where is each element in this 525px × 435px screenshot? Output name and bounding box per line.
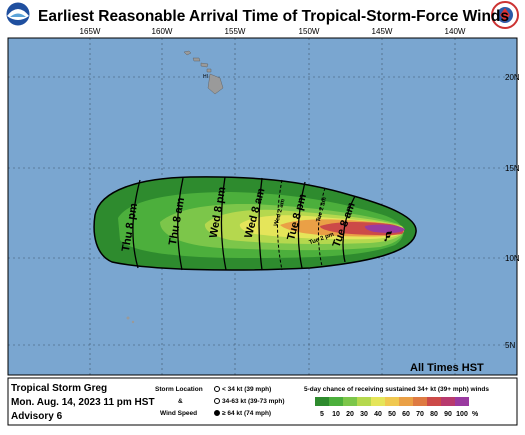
legend-speed: Wind Speed	[160, 410, 197, 417]
scale-swatch	[413, 397, 427, 406]
legend-weak: < 34 kt (39 mph)	[222, 386, 271, 393]
scale-swatch	[315, 397, 329, 406]
legend-symbols	[214, 386, 220, 416]
nws-logo	[491, 1, 519, 29]
storm-symbol: 𝟋	[384, 226, 392, 242]
latitude-label: 15N	[505, 164, 520, 173]
longitude-label: 150W	[299, 27, 320, 36]
legend-and: &	[178, 398, 183, 405]
scale-label: 90	[444, 411, 452, 418]
latitude-label: 10N	[505, 254, 520, 263]
title: Earliest Reasonable Arrival Time of Trop…	[38, 8, 509, 25]
wind-swath	[93, 176, 417, 271]
latitude-label: 20N	[505, 73, 520, 82]
scale-swatch	[385, 397, 399, 406]
scale-label: 60	[402, 411, 410, 418]
scale-label: 100	[456, 411, 468, 418]
longitude-label: 145W	[372, 27, 393, 36]
legend-medium: 34-63 kt (39-73 mph)	[222, 398, 285, 405]
scale-swatch	[455, 397, 469, 406]
scale-swatch	[357, 397, 371, 406]
latitude-label: 5N	[505, 341, 515, 350]
advisory-number: Advisory 6	[11, 411, 63, 422]
scale-label: 70	[416, 411, 424, 418]
scale-unit: %	[472, 411, 479, 418]
scale-swatch	[329, 397, 343, 406]
graticule	[8, 38, 517, 375]
scale-label: 10	[332, 411, 340, 418]
scale-label: 5	[320, 411, 324, 418]
minor-contours	[277, 179, 326, 271]
region-label: HI	[203, 74, 208, 80]
legend-location: Storm Location	[155, 386, 203, 393]
hawaii-islands	[183, 50, 224, 95]
legend-strong: ≥ 64 kt (74 mph)	[222, 410, 271, 417]
scale-swatch	[441, 397, 455, 406]
arrival-contours	[132, 176, 356, 271]
longitude-label: 155W	[225, 27, 246, 36]
scale-title: 5-day chance of receiving sustained 34+ …	[304, 386, 489, 393]
longitude-label: 140W	[445, 27, 466, 36]
scale-label: 50	[388, 411, 396, 418]
longitude-label: 165W	[80, 27, 101, 36]
storm-name: Tropical Storm Greg	[11, 383, 107, 394]
noaa-logo	[5, 1, 31, 27]
color-scale: 5 10 20 30 40 50 60 70 80 90 100%	[315, 397, 479, 418]
advisory-date: Mon. Aug. 14, 2023 11 pm HST	[11, 397, 155, 408]
time-note: All Times HST	[410, 362, 484, 374]
scale-label: 80	[430, 411, 438, 418]
scale-label: 20	[346, 411, 354, 418]
scale-swatch	[343, 397, 357, 406]
svg-text:𝟋: 𝟋	[384, 226, 392, 242]
scale-swatch	[427, 397, 441, 406]
scale-label: 40	[374, 411, 382, 418]
small-islands	[126, 316, 135, 324]
scale-swatch	[399, 397, 413, 406]
longitude-label: 160W	[152, 27, 173, 36]
scale-label: 30	[360, 411, 368, 418]
scale-swatch	[371, 397, 385, 406]
